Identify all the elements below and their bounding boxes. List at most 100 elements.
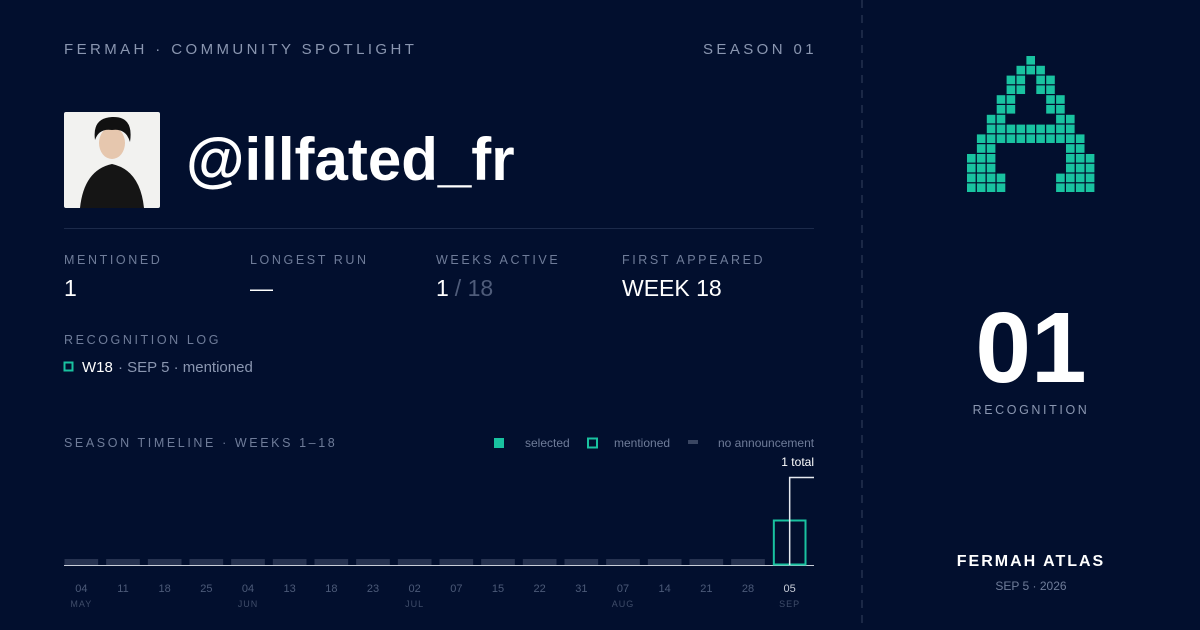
week-day: 18 bbox=[159, 583, 171, 595]
logo-pixel bbox=[1026, 65, 1035, 75]
atlas-brand: FERMAH ATLAS bbox=[957, 553, 1105, 570]
logo-pixel bbox=[1075, 154, 1085, 163]
week-month: JUL bbox=[405, 599, 424, 609]
week-none bbox=[231, 559, 265, 565]
week-month: MAY bbox=[70, 599, 92, 609]
stat-label: LONGEST RUN bbox=[250, 253, 369, 267]
recognition-label: RECOGNITION bbox=[973, 403, 1090, 417]
atlas-date: SEP 5 · 2026 bbox=[995, 579, 1066, 593]
logo-pixel bbox=[1066, 154, 1075, 163]
avatar-body bbox=[80, 164, 144, 208]
week-none bbox=[481, 559, 515, 565]
handle: @illfated_fr bbox=[186, 126, 515, 193]
stat-label: WEEKS ACTIVE bbox=[436, 253, 560, 267]
legend-selected-swatch bbox=[494, 438, 504, 448]
week-day: 25 bbox=[200, 583, 212, 595]
logo-pixel bbox=[996, 124, 1006, 134]
logo-pixel bbox=[1026, 134, 1035, 143]
logo-pixel bbox=[986, 144, 996, 153]
logo-pixel bbox=[1046, 75, 1055, 85]
logo-pixel bbox=[1085, 154, 1095, 163]
week-day: 31 bbox=[575, 583, 587, 595]
logo-pixel bbox=[1016, 124, 1026, 134]
logo-pixel bbox=[986, 114, 996, 124]
logo-pixel bbox=[1066, 183, 1075, 192]
logo-pixel bbox=[986, 173, 996, 183]
logo-pixel bbox=[1066, 124, 1075, 134]
legend-label: no announcement bbox=[718, 436, 815, 450]
week-day: 15 bbox=[492, 583, 504, 595]
week-day: 11 bbox=[117, 583, 128, 595]
stat-total: / 18 bbox=[455, 275, 493, 301]
logo-pixel bbox=[1056, 95, 1065, 104]
total-bracket bbox=[788, 476, 814, 565]
logo-pixel bbox=[1016, 134, 1026, 143]
stat-value: 1 bbox=[64, 275, 77, 301]
week-month: JUN bbox=[238, 599, 259, 609]
season: SEASON 01 bbox=[703, 41, 817, 58]
week-none bbox=[397, 559, 432, 565]
logo-pixel bbox=[986, 154, 996, 163]
logo-pixel bbox=[1036, 65, 1045, 75]
logo-pixel bbox=[996, 105, 1006, 114]
week-day: 28 bbox=[742, 583, 754, 595]
logo-pixel bbox=[1016, 65, 1026, 75]
week-day: 05 bbox=[784, 583, 796, 595]
logo-pixel bbox=[986, 134, 996, 143]
logo-pixel bbox=[976, 183, 986, 192]
logo-pixel bbox=[1085, 163, 1095, 173]
week-none bbox=[689, 559, 724, 565]
logo-pixel bbox=[967, 163, 976, 173]
logo-pixel bbox=[996, 95, 1006, 104]
avatar-hair bbox=[94, 116, 131, 142]
logo-pixel bbox=[1056, 134, 1065, 143]
stat-value: WEEK 18 bbox=[622, 275, 722, 301]
logo-pixel bbox=[996, 114, 1006, 124]
total-label: 1 total bbox=[781, 455, 814, 469]
logo-pixel bbox=[1006, 124, 1016, 134]
logo-pixel bbox=[1085, 183, 1095, 192]
logo-pixel bbox=[1026, 124, 1035, 134]
logo-pixel bbox=[1006, 85, 1016, 94]
logo-pixel bbox=[1046, 124, 1055, 134]
week-day: 07 bbox=[617, 583, 629, 595]
week-day: 14 bbox=[659, 583, 671, 595]
week-none bbox=[356, 559, 390, 565]
logo-pixel bbox=[1006, 134, 1016, 143]
logo-pixel bbox=[1006, 75, 1016, 85]
logo-pixel bbox=[996, 134, 1006, 143]
logo-pixel bbox=[1085, 173, 1095, 183]
log-week: W18 bbox=[82, 359, 113, 376]
stat-value: 1 bbox=[436, 275, 449, 301]
logo-pixel bbox=[1056, 124, 1065, 134]
week-day: 21 bbox=[700, 583, 712, 595]
logo-pixel bbox=[1066, 173, 1075, 183]
week-day: 23 bbox=[367, 583, 379, 595]
log-title: RECOGNITION LOG bbox=[64, 333, 221, 347]
logo bbox=[967, 56, 1095, 192]
logo-pixel bbox=[976, 154, 986, 163]
legend-mentioned-swatch bbox=[587, 437, 598, 449]
logo-pixel bbox=[986, 163, 996, 173]
week-month: SEP bbox=[779, 599, 800, 609]
week-day: 13 bbox=[284, 583, 296, 595]
log-icon bbox=[63, 361, 74, 372]
logo-pixel bbox=[976, 163, 986, 173]
stat-value: — bbox=[250, 275, 273, 301]
week-none bbox=[314, 559, 349, 565]
logo-pixel bbox=[1075, 144, 1085, 153]
logo-pixel bbox=[1016, 75, 1026, 85]
logo-pixel bbox=[986, 124, 996, 134]
logo-pixel bbox=[1036, 85, 1045, 94]
logo-pixel bbox=[1036, 134, 1045, 143]
week-day: 04 bbox=[75, 583, 87, 595]
logo-pixel bbox=[976, 134, 986, 143]
logo-pixel bbox=[967, 183, 976, 192]
week-none bbox=[522, 559, 557, 565]
logo-pixel bbox=[1075, 173, 1085, 183]
logo-pixel bbox=[1016, 85, 1026, 94]
logo-pixel bbox=[976, 173, 986, 183]
legend-label: selected bbox=[525, 436, 570, 450]
logo-pixel bbox=[1075, 183, 1085, 192]
